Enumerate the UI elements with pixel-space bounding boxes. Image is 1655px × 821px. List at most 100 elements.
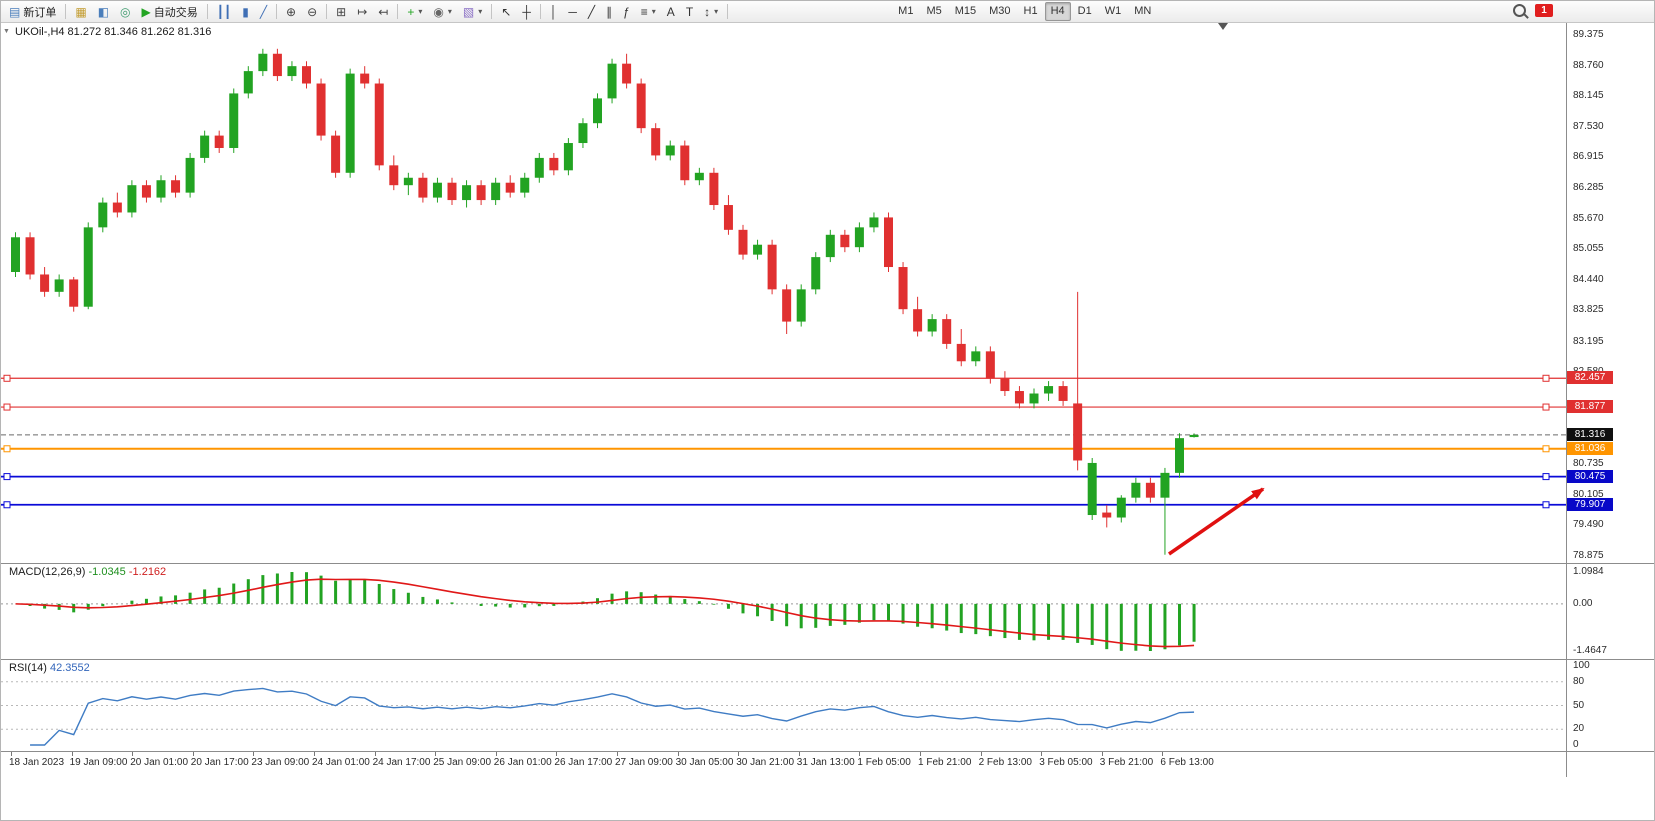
timeframe-group: M1 M5 M15 M30 H1 H4 D1 W1 MN xyxy=(892,2,1157,21)
horizontal-levels[interactable] xyxy=(1,374,1566,509)
trend-arrow-annotation[interactable] xyxy=(1168,487,1265,556)
timeframe-m5[interactable]: M5 xyxy=(926,5,942,17)
macd-signal-value: -1.2162 xyxy=(128,566,167,578)
market-watch-button[interactable]: ▦ xyxy=(70,2,91,22)
fibonacci-button[interactable]: ƒ xyxy=(618,2,635,22)
trendline-button[interactable]: ╱ xyxy=(583,2,600,22)
candle xyxy=(243,71,253,94)
autotrade-play-icon: ▶ xyxy=(141,4,151,19)
crosshair-icon: ┼ xyxy=(522,4,531,19)
auto-scroll-button[interactable]: ↦ xyxy=(352,2,372,22)
chart-shift-marker[interactable] xyxy=(1218,23,1228,30)
candle xyxy=(185,157,195,193)
text-button[interactable]: A xyxy=(662,2,680,22)
line-handle[interactable] xyxy=(1542,501,1550,509)
templates-button[interactable]: ▧ ▾ xyxy=(458,2,487,22)
time-label: 20 Jan 01:00 xyxy=(130,757,189,768)
macd-axis-min: -1.4647 xyxy=(1573,645,1607,656)
chart-shift-icon: ↤ xyxy=(378,4,389,19)
add-indicator-button[interactable]: + ▾ xyxy=(402,2,427,22)
market-watch-icon: ▦ xyxy=(75,4,87,19)
text-label-icon: T xyxy=(685,4,694,19)
candle xyxy=(447,182,457,201)
autotrade-button[interactable]: ▶ 自动交易 xyxy=(137,2,203,22)
horizontal-line-button[interactable]: ─ xyxy=(563,2,582,22)
candle xyxy=(607,63,617,99)
candle xyxy=(156,180,166,198)
terminal-button[interactable]: ◎ xyxy=(115,2,135,22)
periods-button[interactable]: ◉ ▾ xyxy=(428,2,457,22)
shapes-icon: ≡ xyxy=(640,4,648,19)
toolbar-separator xyxy=(397,4,399,19)
line-handle[interactable] xyxy=(1542,445,1550,453)
one-click-trading-toggle[interactable]: ▼ xyxy=(3,28,10,35)
rsi-panel[interactable]: RSI(14) 42.3552 xyxy=(1,660,1566,751)
arrows-button[interactable]: ↕ ▾ xyxy=(699,2,723,22)
time-tick xyxy=(192,752,194,756)
line-handle[interactable] xyxy=(3,473,11,481)
channel-button[interactable]: ∥ xyxy=(601,2,617,22)
time-label: 1 Feb 05:00 xyxy=(857,757,911,768)
timeframe-h4[interactable]: H4 xyxy=(1044,2,1071,21)
toolbar: 1 ▤ 新订单 ▦ ◧ ◎ ▶ 自动交易 ┃┃ ▮ ╱ ⊕ ⊖ ⊞ ↦ ↤ + ▾ ◉ ▾ ▧ ▾ ↖ ┼ │ ─ ╱ ∥ ƒ ≡ ▾ A T… xyxy=(1,1,1654,23)
new-order-button[interactable]: ▤ 新订单 xyxy=(4,2,61,22)
candle xyxy=(680,145,690,181)
line-handle[interactable] xyxy=(1542,473,1550,481)
candle xyxy=(796,289,806,322)
candle xyxy=(1116,497,1126,518)
candle xyxy=(345,73,355,173)
notification-badge[interactable]: 1 xyxy=(1535,4,1553,17)
line-handle[interactable] xyxy=(1542,403,1550,411)
candle xyxy=(636,83,646,129)
time-tick xyxy=(314,752,315,756)
chart-shift-button[interactable]: ↤ xyxy=(373,2,393,22)
cursor-button[interactable]: ↖ xyxy=(496,2,516,22)
timeframe-mn[interactable]: MN xyxy=(1134,5,1152,17)
timeframe-w1[interactable]: W1 xyxy=(1104,5,1122,17)
zoom-in-button[interactable]: ⊕ xyxy=(281,2,301,22)
panel-separator[interactable] xyxy=(1,659,1654,660)
crosshair-button[interactable]: ┼ xyxy=(517,2,536,22)
tile-windows-button[interactable]: ⊞ xyxy=(331,2,351,22)
price-axis[interactable]: 89.375 88.760 88.145 87.530 86.915 86.285 85.6… xyxy=(1567,1,1654,820)
candle xyxy=(1087,462,1097,516)
timeframe-m15[interactable]: M15 xyxy=(954,5,977,17)
panel-separator[interactable] xyxy=(1,563,1654,564)
rsi-axis-label: 100 xyxy=(1573,660,1590,671)
level-price-badge: 81.036 xyxy=(1567,441,1613,455)
line-chart-button[interactable]: ╱ xyxy=(255,2,272,22)
zoom-out-button[interactable]: ⊖ xyxy=(302,2,322,22)
price-tick-label: 87.530 xyxy=(1573,120,1604,132)
chevron-down-icon: ▾ xyxy=(447,7,452,16)
bar-chart-button[interactable]: ┃┃ xyxy=(212,2,236,22)
macd-panel[interactable]: MACD(12,26,9) -1.0345 -1.2162 xyxy=(1,564,1566,659)
candle xyxy=(302,66,311,84)
search-icon[interactable] xyxy=(1513,4,1526,17)
vertical-line-button[interactable]: │ xyxy=(545,2,563,22)
navigator-button[interactable]: ◧ xyxy=(93,2,114,22)
timeframe-h1[interactable]: H1 xyxy=(1023,5,1038,17)
candle xyxy=(1160,472,1170,498)
price-tick-label: 89.375 xyxy=(1573,29,1604,41)
toolbar-separator xyxy=(727,4,729,19)
time-axis[interactable]: 18 Jan 2023 19 Jan 09:00 20 Jan 01:00 20 Ja… xyxy=(1,752,1566,777)
line-handle[interactable] xyxy=(1542,374,1550,382)
line-handle[interactable] xyxy=(3,374,11,382)
line-handle[interactable] xyxy=(3,445,11,453)
bar-chart-icon: ┃┃ xyxy=(216,4,232,19)
time-label: 31 Jan 13:00 xyxy=(796,757,855,768)
timeframe-m1[interactable]: M1 xyxy=(898,5,914,17)
timeframe-d1[interactable]: D1 xyxy=(1077,5,1092,17)
time-tick xyxy=(132,752,134,756)
time-label: 20 Jan 17:00 xyxy=(190,757,249,768)
main-chart-panel[interactable]: ▼ UKOil-,H4 81.272 81.346 81.262 81.316 xyxy=(1,23,1566,563)
line-handle[interactable] xyxy=(3,403,11,411)
timeframe-m30[interactable]: M30 xyxy=(989,5,1011,17)
rsi-label: RSI(14) 42.3552 xyxy=(9,662,90,674)
shapes-button[interactable]: ≡ ▾ xyxy=(636,2,661,22)
level-price-badge: 81.877 xyxy=(1567,400,1613,414)
candle xyxy=(927,319,937,332)
line-handle[interactable] xyxy=(3,501,11,509)
candlestick-chart-button[interactable]: ▮ xyxy=(237,2,254,22)
text-label-button[interactable]: T xyxy=(681,2,698,22)
